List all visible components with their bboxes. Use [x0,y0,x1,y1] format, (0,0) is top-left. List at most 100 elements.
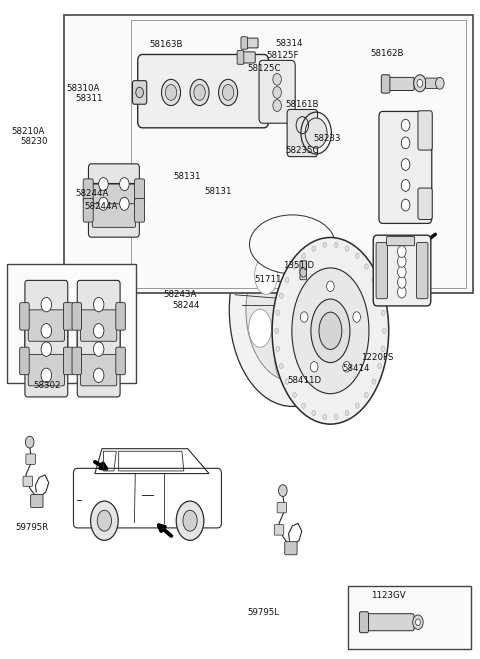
Text: 58244: 58244 [172,301,200,310]
FancyBboxPatch shape [300,261,307,279]
Circle shape [345,246,349,251]
Circle shape [222,84,234,100]
Circle shape [435,77,444,89]
Circle shape [218,79,238,105]
FancyBboxPatch shape [81,310,117,341]
Circle shape [301,403,305,409]
Circle shape [279,293,283,299]
Ellipse shape [307,326,330,363]
FancyBboxPatch shape [379,111,432,223]
FancyBboxPatch shape [259,61,295,123]
Circle shape [120,177,129,190]
Circle shape [273,86,281,98]
FancyBboxPatch shape [88,164,139,217]
Circle shape [378,363,382,368]
Circle shape [300,312,308,322]
Ellipse shape [246,239,339,382]
Text: 58243A: 58243A [164,291,197,299]
Circle shape [401,159,410,171]
Circle shape [275,328,278,333]
FancyBboxPatch shape [277,502,287,513]
Circle shape [165,84,177,100]
Ellipse shape [250,215,335,274]
FancyBboxPatch shape [25,325,68,397]
Circle shape [194,84,205,100]
Circle shape [414,74,426,92]
FancyBboxPatch shape [63,347,73,375]
FancyBboxPatch shape [23,476,33,486]
Circle shape [416,619,420,625]
Circle shape [364,264,368,269]
Circle shape [312,411,316,416]
Ellipse shape [229,214,355,407]
FancyBboxPatch shape [418,188,432,219]
Text: 58230: 58230 [20,137,48,146]
Text: 58131: 58131 [204,187,232,196]
FancyBboxPatch shape [274,525,284,535]
Ellipse shape [272,237,389,424]
FancyBboxPatch shape [92,204,135,227]
Circle shape [355,253,359,258]
Circle shape [276,310,280,316]
Text: 58161B: 58161B [285,100,319,109]
FancyBboxPatch shape [360,612,369,633]
Text: 59795L: 59795L [247,608,279,617]
Text: 58125F: 58125F [266,51,299,60]
FancyBboxPatch shape [63,302,73,330]
FancyBboxPatch shape [134,179,144,202]
Circle shape [94,297,104,312]
FancyBboxPatch shape [417,243,428,299]
Circle shape [372,379,376,384]
FancyBboxPatch shape [363,614,414,631]
FancyBboxPatch shape [237,51,244,65]
FancyBboxPatch shape [426,78,438,88]
Circle shape [401,199,410,211]
Circle shape [136,87,144,98]
FancyBboxPatch shape [83,179,93,202]
Text: 58233: 58233 [314,134,341,143]
Ellipse shape [249,309,272,347]
Circle shape [343,362,350,372]
FancyBboxPatch shape [26,454,36,465]
Circle shape [382,328,386,333]
Circle shape [378,293,382,299]
FancyBboxPatch shape [373,235,431,306]
FancyBboxPatch shape [376,243,387,299]
Circle shape [397,266,406,277]
FancyBboxPatch shape [28,355,64,386]
Ellipse shape [183,510,197,531]
Circle shape [41,297,51,312]
FancyBboxPatch shape [287,109,318,157]
Text: 1220FS: 1220FS [361,353,394,362]
Circle shape [311,362,318,372]
Bar [131,20,466,288]
Circle shape [334,414,338,419]
Circle shape [279,363,283,368]
FancyBboxPatch shape [239,52,255,63]
Circle shape [401,119,410,131]
Circle shape [401,137,410,149]
Text: 58125C: 58125C [247,64,281,72]
Circle shape [41,324,51,338]
Circle shape [25,436,34,448]
Bar [348,587,471,649]
FancyBboxPatch shape [20,302,29,330]
Circle shape [312,246,316,251]
FancyBboxPatch shape [20,347,29,375]
Circle shape [41,342,51,357]
Circle shape [292,392,296,397]
Ellipse shape [311,299,350,362]
Text: 58302: 58302 [33,381,60,389]
Circle shape [292,264,296,269]
Circle shape [120,197,129,210]
Bar [64,15,473,293]
Circle shape [99,197,108,210]
Circle shape [397,286,406,298]
Text: 58210A: 58210A [12,127,45,136]
FancyBboxPatch shape [116,347,125,375]
Circle shape [94,368,104,382]
Ellipse shape [319,312,342,349]
Circle shape [381,346,385,351]
Text: 1351JD: 1351JD [283,262,314,270]
Circle shape [364,392,368,397]
